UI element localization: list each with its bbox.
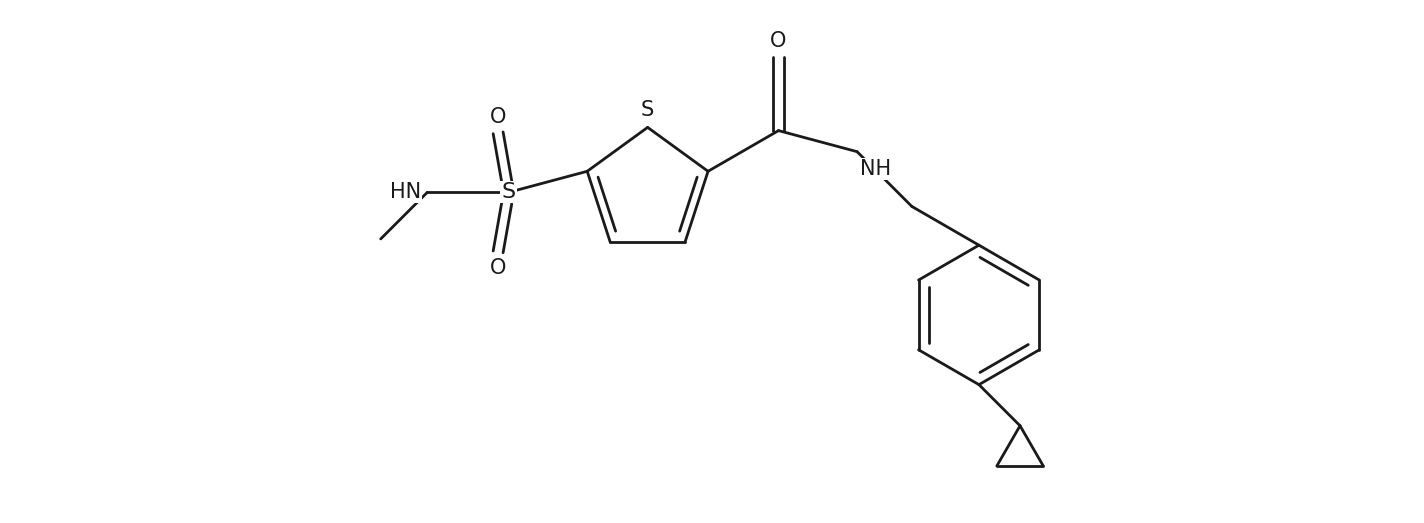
Text: O: O xyxy=(490,258,507,278)
Text: O: O xyxy=(770,31,786,51)
Text: NH: NH xyxy=(860,160,891,179)
Text: HN: HN xyxy=(390,183,422,202)
Text: S: S xyxy=(501,183,515,202)
Text: S: S xyxy=(641,100,654,120)
Text: O: O xyxy=(490,107,507,127)
